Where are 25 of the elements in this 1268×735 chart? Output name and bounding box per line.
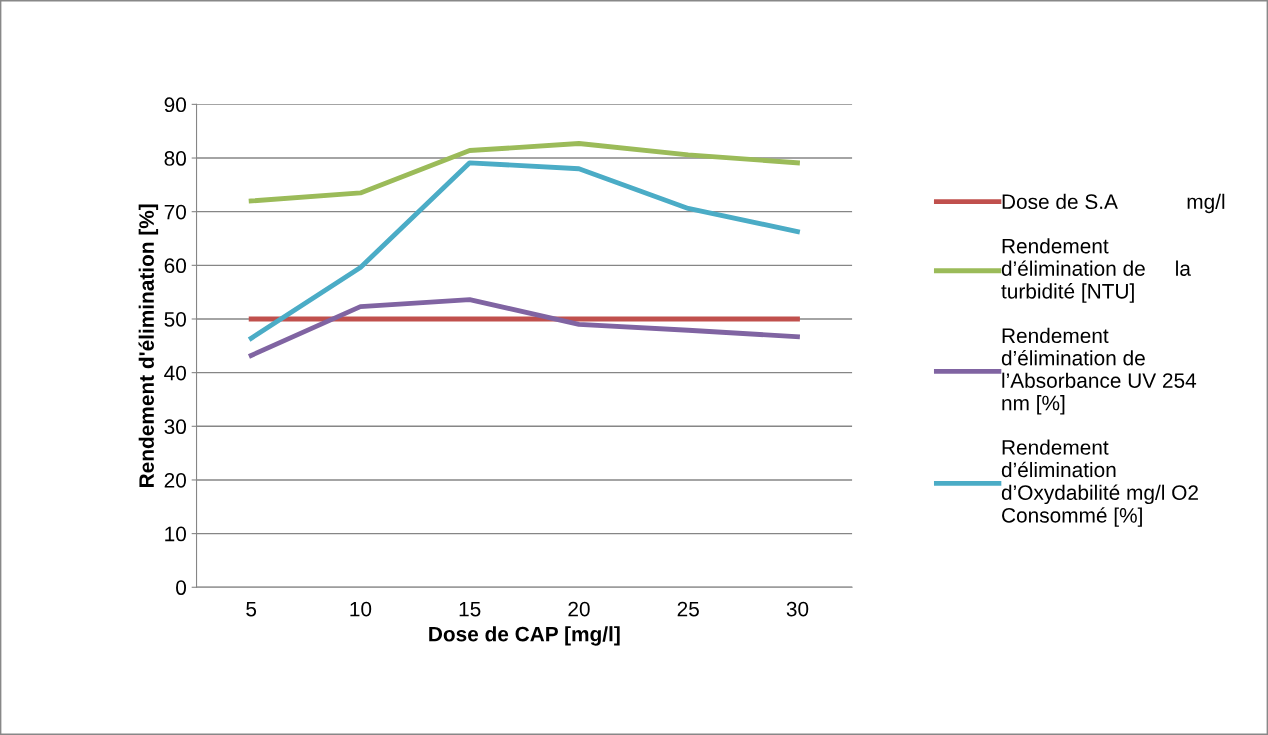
y-axis-title: Rendement d'élimination [%]	[138, 204, 159, 487]
y-tick-label: 60	[164, 258, 187, 274]
y-tick-label: 80	[164, 151, 187, 166]
x-tick-label: 10	[350, 601, 372, 617]
y-tick-label: 30	[164, 419, 187, 435]
y-tick-label: 70	[164, 204, 187, 220]
x-tick-label: 25	[677, 601, 699, 617]
y-tick-label: 10	[165, 526, 187, 542]
x-tick-label: 20	[568, 601, 590, 617]
y-tick-label: 20	[164, 472, 187, 488]
line-series	[248, 297, 800, 358]
legend-label: Rendement d’élimination de l’Absorbance UV 254 nm [%]	[1001, 327, 1197, 415]
legend-label: Rendement d’élimination de la turbidité [NTU]	[1001, 238, 1191, 303]
y-tick-label: 90	[164, 97, 187, 113]
x-tick-label: 5	[246, 601, 257, 617]
line-series	[248, 141, 800, 204]
x-tick-label: 15	[459, 601, 481, 617]
x-axis-title: Dose de CAP [mg/l]	[429, 626, 620, 646]
legend-label: Dose de S.A mg/l	[1002, 193, 1225, 214]
x-tick-label: 30	[786, 601, 809, 617]
y-tick-label: 50	[164, 311, 187, 327]
y-tick-label: 40	[164, 365, 187, 381]
y-tick-label: 0	[176, 580, 186, 596]
legend-label: Rendement d’élimination d’Oxydabilité mg/l O2 Consommé [%]	[1001, 439, 1198, 527]
line-series	[248, 160, 800, 341]
